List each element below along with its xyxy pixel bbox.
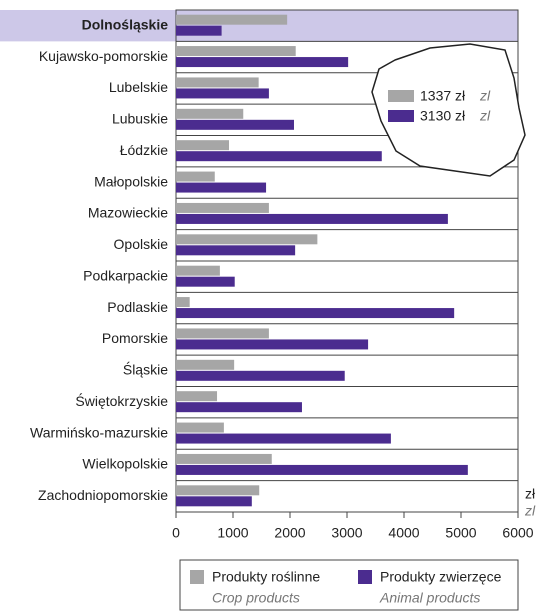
bar (176, 464, 468, 475)
x-tick-label: 1000 (217, 525, 248, 541)
bar (176, 265, 220, 276)
category-label: Małopolskie (94, 173, 168, 189)
category-label: Pomorskie (102, 330, 168, 346)
bar (176, 485, 260, 496)
legend-label-en: Crop products (212, 590, 300, 606)
bar (176, 14, 288, 25)
bar (176, 308, 455, 319)
bar (176, 213, 448, 224)
category-label: Wielkopolskie (82, 456, 168, 472)
bar (176, 46, 296, 57)
bar (176, 234, 318, 245)
x-tick-label: 2000 (274, 525, 305, 541)
bar (176, 297, 190, 308)
bar (176, 245, 296, 256)
category-label: Dolnośląskie (82, 16, 169, 32)
x-tick-label: 5000 (445, 525, 476, 541)
legend-box (179, 559, 519, 611)
bar (176, 496, 252, 507)
category-label: Łódzkie (120, 142, 168, 158)
avg-unit: zl (479, 108, 491, 124)
category-label: Podkarpackie (83, 267, 168, 283)
bar (176, 202, 269, 213)
x-tick-label: 3000 (331, 525, 362, 541)
category-label: Mazowieckie (88, 205, 168, 221)
legend-swatch (358, 570, 372, 584)
x-axis-label-en: zl (524, 503, 536, 519)
bar (176, 391, 218, 402)
bar (176, 25, 222, 36)
bar (176, 57, 349, 68)
avg-label: 3130 zł (420, 108, 466, 124)
category-label: Lubuskie (112, 111, 168, 127)
bar (176, 370, 345, 381)
x-tick-label: 4000 (388, 525, 419, 541)
bar (176, 339, 369, 350)
background-layer: Dolnośląskie Kujawsko-pomorskie Lubelskie L… (0, 9, 534, 541)
category-label: Zachodniopomorskie (38, 487, 168, 503)
avg-swatch (388, 90, 414, 102)
x-axis-label: zł (525, 486, 536, 502)
bar (176, 108, 244, 119)
x-tick-label: 0 (172, 525, 180, 541)
map-inset: 1337 zł zl 3130 zł zl (371, 43, 526, 177)
category-label: Podlaskie (107, 299, 168, 315)
category-label: Świętokrzyskie (75, 392, 168, 409)
x-tick-label: 6000 (502, 525, 533, 541)
avg-label: 1337 zł (420, 88, 466, 104)
bar (176, 359, 235, 370)
bar (176, 433, 391, 444)
bar (176, 453, 272, 464)
bar (176, 182, 267, 193)
category-label: Lubelskie (109, 79, 168, 95)
legend-swatch (190, 570, 204, 584)
bar (176, 151, 382, 162)
poland-outline (371, 43, 526, 177)
bars-layer (176, 14, 468, 507)
legend-label: Produkty roślinne (212, 569, 320, 585)
bar (176, 276, 235, 287)
bar (176, 77, 259, 88)
avg-unit: zl (479, 88, 491, 104)
category-label: Kujawsko-pomorskie (39, 48, 168, 64)
bar (176, 402, 302, 413)
category-label: Opolskie (114, 236, 169, 252)
legend-label-en: Animal products (379, 590, 480, 606)
bar (176, 88, 269, 99)
bar (176, 119, 294, 130)
category-label: Warmińsko-mazurskie (30, 424, 168, 440)
legend-label: Produkty zwierzęce (380, 569, 502, 585)
bar (176, 328, 269, 339)
category-label: Śląskie (123, 361, 168, 378)
bar (176, 171, 215, 182)
bar (176, 140, 230, 151)
bar (176, 422, 224, 433)
avg-swatch (388, 110, 414, 122)
